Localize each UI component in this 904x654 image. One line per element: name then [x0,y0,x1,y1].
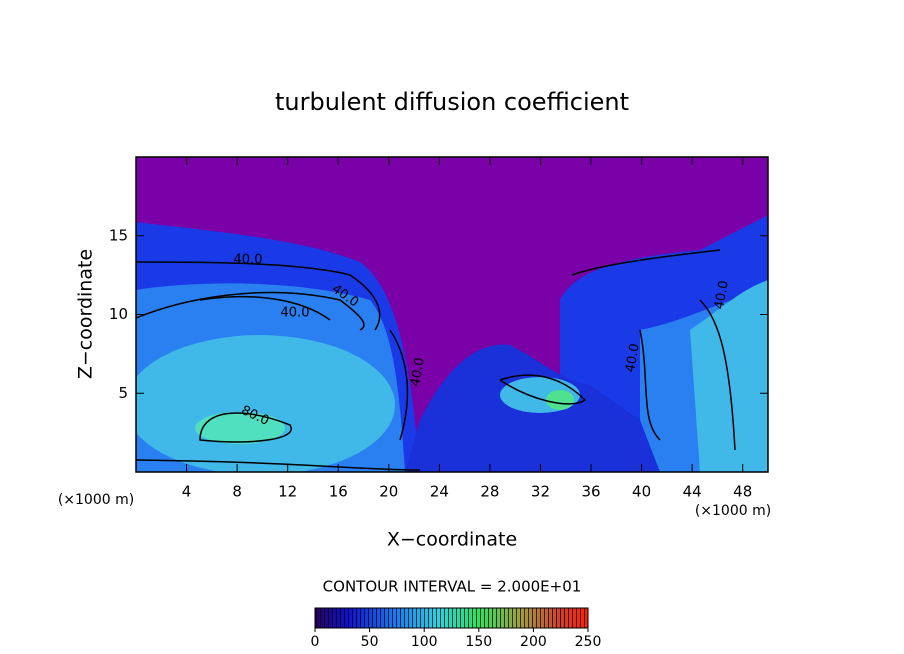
field-region [136,335,395,472]
contour-label: 40.0 [408,356,428,387]
y-tick-label: 15 [109,226,128,244]
contour-interval: CONTOUR INTERVAL = 2.000E+01 [323,578,582,596]
y-tick-label: 10 [109,305,128,323]
field [136,157,768,472]
x-tick-label: 40 [632,483,651,501]
contour-lines [136,249,736,471]
chart-title: turbulent diffusion coefficient [275,88,629,116]
contour-label: 40.0 [712,279,732,310]
colorbar-frame [314,607,589,629]
contour-label: 40.0 [234,253,263,268]
x-unit-label: (×1000 m) [58,492,134,508]
x-unit-label: (×1000 m) [695,503,771,519]
x-tick-label: 12 [278,483,297,501]
x-tick-label: 36 [581,483,600,501]
colorbar-tick-label: 250 [575,634,602,650]
colorbar-tick-label: 100 [411,634,438,650]
x-tick-label: 20 [379,483,398,501]
field-region [546,390,574,410]
x-tick-label: 28 [480,483,499,501]
x-tick-label: 32 [531,483,550,501]
field-region [195,412,285,444]
x-tick-label: 48 [733,483,752,501]
colorbar-tick-label: 200 [520,634,547,650]
x-tick-label: 24 [430,483,449,501]
contour-label: 40.0 [281,306,310,321]
field-region [690,280,768,472]
colorbar-tick-label: 50 [361,634,379,650]
y-axis-title: Z−coordinate [75,249,97,379]
colorbar-stripes [315,608,588,628]
colorbar-tick-label: 150 [465,634,492,650]
x-tick-label: 44 [683,483,702,501]
x-tick-label: 4 [182,483,192,501]
x-tick-label: 8 [232,483,242,501]
x-tick-label: 16 [329,483,348,501]
contour-label: 40.0 [623,342,643,373]
colorbar-tick-label: 0 [311,634,320,650]
y-tick-label: 5 [118,384,128,402]
x-axis-title: X−coordinate [387,529,517,551]
